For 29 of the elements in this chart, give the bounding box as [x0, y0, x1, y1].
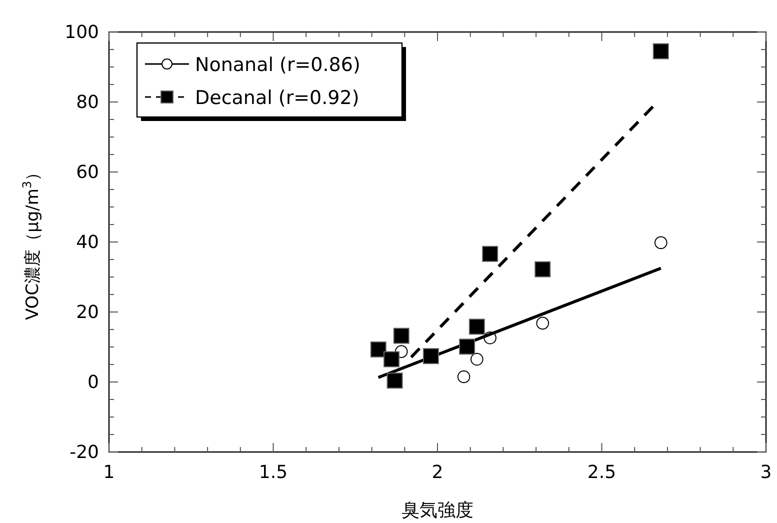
x-tick-label: 1 [103, 462, 115, 483]
point [652, 43, 669, 60]
x-tick-label: 3 [760, 462, 772, 483]
point [384, 351, 400, 368]
point [468, 318, 485, 335]
x-tick-label: 1.5 [258, 462, 288, 483]
x-tick-label: 2 [432, 462, 444, 483]
y-tick-label: 0 [88, 372, 99, 393]
point [459, 338, 476, 355]
y-tick-label: -20 [70, 442, 99, 463]
y-tick-label: 40 [76, 232, 99, 253]
point [534, 261, 551, 278]
point [654, 236, 668, 250]
legend-label: Decanal (r=0.92) [195, 87, 360, 109]
x-tick-label: 2.5 [587, 462, 616, 483]
point [370, 341, 386, 358]
legend-label: Nonanal (r=0.86) [195, 54, 360, 76]
point [482, 246, 498, 262]
y-tick-label: 60 [76, 162, 99, 183]
y-tick-label: 100 [64, 22, 99, 43]
point [393, 328, 410, 344]
y-tick-label: 80 [76, 92, 99, 113]
point [536, 316, 550, 330]
y-tick-label: 20 [76, 302, 99, 323]
x-axis-title: 臭気強度 [402, 500, 474, 521]
point [386, 372, 403, 389]
point [470, 352, 484, 366]
point [422, 348, 439, 364]
point [457, 370, 470, 384]
